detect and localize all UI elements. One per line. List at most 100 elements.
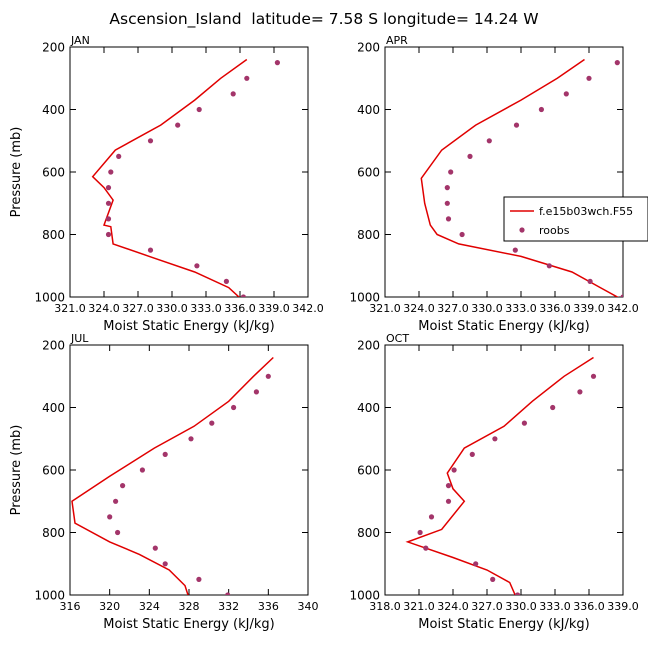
obs-point (113, 498, 119, 504)
obs-point (577, 389, 583, 395)
model-profile-line (71, 356, 274, 595)
x-tick-label: 336.0 (539, 302, 571, 315)
y-tick-label: 600 (42, 166, 65, 180)
panel-apr: APR 321.0 324.0 327.0 330.0 333.0 336.0 339.0 34… (349, 34, 648, 334)
y-tick-label: 400 (357, 401, 380, 415)
obs-point (444, 185, 450, 191)
x-tick-label: 339.0 (573, 302, 605, 315)
obs-point (175, 122, 181, 128)
panel-label: APR (386, 34, 408, 47)
panel-jan: JAN 321.0 324.0 327.0 330.0 333.0 336.0 339.0 34… (9, 34, 324, 334)
x-tick-label: 321.0 (54, 302, 86, 315)
model-profile-line (91, 58, 248, 297)
y-tick-label: 400 (42, 401, 65, 415)
x-tick-label: 336.0 (224, 302, 256, 315)
x-axis-label: Moist Static Energy (kJ/kg) (103, 319, 274, 334)
model-profile-line (405, 356, 594, 595)
x-tick-label: 336 (258, 600, 279, 613)
obs-point (492, 436, 498, 442)
obs-point (152, 545, 158, 551)
obs-point (423, 545, 429, 551)
legend-dot-swatch (519, 227, 525, 233)
y-tick-label: 1000 (349, 589, 380, 603)
obs-point (445, 216, 452, 222)
obs-point (139, 467, 145, 473)
x-tick-label: 333.0 (190, 302, 222, 315)
y-tick-label: 200 (357, 339, 380, 353)
obs-point (428, 514, 435, 520)
obs-point (417, 529, 423, 536)
y-tick-label: 600 (42, 464, 65, 478)
obs-point (445, 483, 452, 489)
obs-point (223, 278, 229, 284)
x-tick-label: 330.0 (471, 302, 503, 315)
obs-point (147, 247, 154, 253)
legend-box (503, 196, 648, 242)
x-tick-label: 342.0 (292, 302, 324, 315)
obs-point (473, 561, 479, 567)
x-tick-label: 324 (139, 600, 160, 613)
obs-point (448, 169, 454, 175)
obs-point (587, 278, 593, 284)
obs-point (115, 529, 121, 536)
x-tick-label: 336.0 (573, 600, 605, 613)
obs-point (563, 91, 569, 97)
obs-point (550, 404, 556, 411)
obs-point (244, 75, 250, 81)
obs-point (513, 122, 520, 128)
figure-title: Ascension_Island latitude= 7.58 S longit… (109, 10, 538, 29)
x-tick-label: 327.0 (122, 302, 154, 315)
obs-point (265, 373, 271, 379)
x-tick-label: 324.0 (88, 302, 120, 315)
x-tick-label: 333.0 (505, 302, 537, 315)
obs-point (116, 153, 122, 159)
plot-frame (384, 46, 624, 298)
obs-point (451, 467, 457, 473)
obs-point (108, 169, 114, 175)
obs-point (196, 576, 202, 583)
obs-point (512, 247, 518, 253)
x-axis-label: Moist Static Energy (kJ/kg) (418, 319, 589, 334)
obs-point (253, 389, 259, 395)
obs-point (120, 483, 126, 489)
x-tick-label: 318.0 (369, 600, 401, 613)
obs-point (105, 185, 112, 191)
y-tick-label: 800 (357, 228, 380, 242)
x-tick-label: 324.0 (437, 600, 469, 613)
panel-label: JAN (70, 34, 90, 47)
obs-point (614, 60, 620, 66)
obs-point (196, 106, 202, 113)
y-tick-label: 200 (42, 41, 65, 55)
x-tick-label: 316 (60, 600, 81, 613)
plot-frame (384, 344, 624, 596)
obs-point (490, 576, 496, 583)
y-tick-label: 800 (42, 228, 65, 242)
obs-point (445, 498, 452, 504)
obs-point (107, 514, 113, 520)
x-tick-label: 342.0 (607, 302, 639, 315)
obs-point (546, 263, 552, 269)
obs-point (162, 451, 168, 457)
x-tick-label: 339.0 (258, 302, 290, 315)
x-tick-label: 339.0 (607, 600, 639, 613)
plot-frame (69, 344, 309, 596)
panel-oct: OCT 318.0 321.0 324.0 327.0 330.0 333.0 336.0 33… (349, 332, 638, 632)
obs-point (521, 420, 528, 426)
obs-point (444, 200, 450, 206)
y-tick-label: 400 (357, 103, 380, 117)
x-tick-label: 320 (99, 600, 120, 613)
obs-point (274, 60, 280, 66)
obs-point (230, 91, 236, 97)
obs-point (538, 106, 545, 113)
x-tick-label: 321.0 (369, 302, 401, 315)
y-tick-label: 1000 (349, 291, 380, 305)
obs-point (459, 231, 465, 238)
x-tick-label: 330.0 (505, 600, 537, 613)
panel-label: JUL (70, 332, 89, 345)
model-profile-line (420, 58, 619, 297)
obs-point (515, 592, 521, 595)
y-tick-label: 800 (42, 526, 65, 540)
y-tick-label: 800 (357, 526, 380, 540)
